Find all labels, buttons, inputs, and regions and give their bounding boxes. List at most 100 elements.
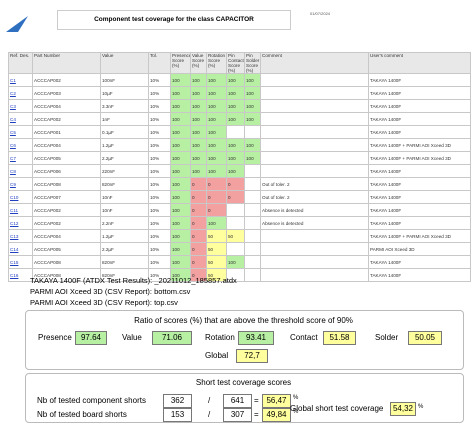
cell-text: TAKAYA 1400F [370, 194, 402, 200]
cell [260, 125, 369, 139]
cell-text: 0 [192, 207, 195, 213]
cell-text: 0 [192, 194, 195, 200]
ref-link[interactable]: C15 [10, 259, 19, 265]
cell: C7 [8, 151, 33, 165]
cell: 0 [206, 203, 227, 217]
cell: C15 [8, 255, 33, 269]
cell: 100 [190, 164, 207, 178]
cell: 10% [148, 203, 171, 217]
cell-text: ACCCAP004 [34, 103, 61, 109]
table-row: C3 ACCCAP004 3.3nF 10% 100 100 100 100 100 TAKAYA… [8, 99, 471, 113]
table-row: C7 ACCCAP005 2.2µF 10% 100 100 100 100 100 TAKAYA… [8, 151, 471, 165]
cell-text: 100 [228, 168, 236, 174]
ref-link[interactable]: C14 [10, 246, 19, 252]
cell-text: 10µF [102, 90, 113, 96]
cell: 2.2µF [100, 242, 149, 256]
cell [260, 255, 369, 269]
cell: 100 [206, 99, 227, 113]
cell: 100 [244, 99, 261, 113]
ref-link[interactable]: C10 [10, 194, 19, 200]
cell [260, 268, 369, 282]
ref-link[interactable]: C8 [10, 168, 16, 174]
cell: C3 [8, 99, 33, 113]
cell [260, 138, 369, 152]
ref-link[interactable]: C5 [10, 129, 16, 135]
cell: C5 [8, 125, 33, 139]
ref-link[interactable]: C1 [10, 77, 16, 83]
results-table: Ref. Des. Part Number Value Tol. Presence Sc… [8, 52, 471, 282]
cell-text: TAKAYA 1400F [370, 207, 402, 213]
ratio-value: 49,84 [262, 408, 291, 422]
cell-text: 100 [172, 272, 180, 278]
cell: TAKAYA 1400F + PARMI AOI Xceed 3D [368, 138, 471, 152]
cell-text: 100 [208, 129, 216, 135]
table-row: C11 ACCCAP002 10nF 10% 100 0 0 Absence is detec… [8, 203, 471, 217]
cell [244, 203, 261, 217]
cell: 0 [190, 177, 207, 191]
ref-link[interactable]: C2 [10, 90, 16, 96]
cell [244, 216, 261, 230]
ref-link[interactable]: C13 [10, 233, 19, 239]
ref-link[interactable]: C7 [10, 155, 16, 161]
cell: 100 [190, 151, 207, 165]
ratio-label: Global [205, 351, 229, 360]
cell: 10% [148, 190, 171, 204]
cell: Absence is detected [260, 216, 369, 230]
cell: 1nF [100, 112, 149, 126]
cell-text: 100 [172, 259, 180, 265]
cell: TAKAYA 1400F [368, 177, 471, 191]
cell-text: 100 [228, 116, 236, 122]
cell-text: 100 [246, 90, 254, 96]
table-row: C8 ACCCAP006 220nF 10% 100 100 100 100 TAKAYA 14… [8, 164, 471, 178]
cell-text: 0 [192, 272, 195, 278]
cell-text: 100 [228, 90, 236, 96]
cell: 10% [148, 164, 171, 178]
ref-link[interactable]: C6 [10, 142, 16, 148]
cell: 10% [148, 73, 171, 87]
slash: / [208, 396, 211, 405]
percent: % [293, 395, 299, 401]
cell: C1 [8, 73, 33, 87]
cell: 1.2µF [100, 138, 149, 152]
cell-text: TAKAYA 1400F [370, 272, 402, 278]
ref-link[interactable]: C16 [10, 272, 19, 278]
cell-text: 100 [228, 103, 236, 109]
cell [260, 73, 369, 87]
ref-link[interactable]: C3 [10, 103, 16, 109]
cell-text: 100nF [102, 77, 116, 83]
ref-link[interactable]: C11 [10, 207, 19, 213]
cell-text: 100 [246, 142, 254, 148]
cell: 0 [226, 190, 245, 204]
cell: 100 [206, 138, 227, 152]
ref-link[interactable]: C12 [10, 220, 19, 226]
equals: = [254, 396, 259, 405]
equals: = [254, 410, 259, 419]
table-row: C13 ACCCAP004 1.2µF 10% 100 0 50 50 TAKAYA 1400F… [8, 229, 471, 243]
cell [260, 229, 369, 243]
cell-text: 1.2µF [102, 233, 114, 239]
cell [244, 190, 261, 204]
cell-text: 100 [208, 168, 216, 174]
cell-text: 820nF [102, 272, 116, 278]
cell: 10nF [100, 190, 149, 204]
cell [260, 112, 369, 126]
ref-link[interactable]: C9 [10, 181, 16, 187]
column-header: Tol. [148, 52, 171, 74]
cell-text: Out of toler. 2 [262, 194, 290, 200]
column-header: User's comment [368, 52, 471, 74]
column-header: Value [100, 52, 149, 74]
cell [260, 151, 369, 165]
ref-link[interactable]: C4 [10, 116, 16, 122]
cell: 100 [206, 151, 227, 165]
cell: 100 [170, 99, 191, 113]
cell: 100 [244, 151, 261, 165]
cell-text: 0 [192, 259, 195, 265]
cell: ACCCAP002 [32, 203, 101, 217]
cell-text: 100 [246, 155, 254, 161]
cell [226, 242, 245, 256]
cell-text: TAKAYA 1400F [370, 181, 402, 187]
table-row: C2 ACCCAP003 10µF 10% 100 100 100 100 100 TAKAYA … [8, 86, 471, 100]
cell [244, 164, 261, 178]
ratio-value: 56,47 [262, 394, 291, 408]
cell-text: TAKAYA 1400F [370, 168, 402, 174]
